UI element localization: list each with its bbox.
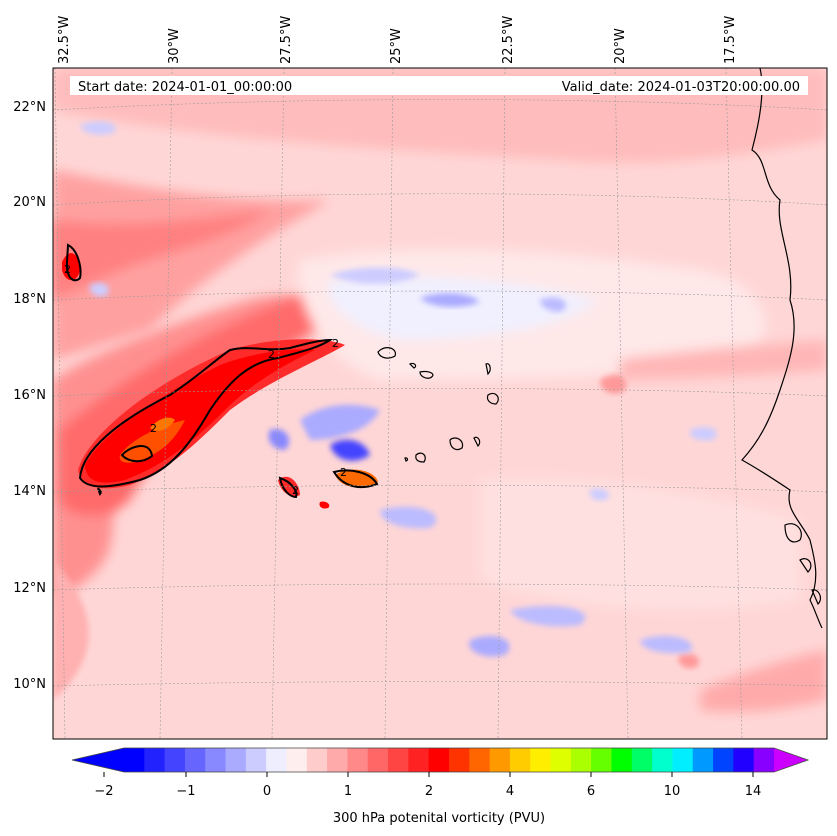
colorbar-tick-label: 0 bbox=[263, 784, 271, 799]
lon-label: 22.5°W bbox=[501, 16, 516, 64]
colorbar-segment bbox=[245, 748, 267, 772]
colorbar-tick-label: 10 bbox=[664, 784, 681, 799]
colorbar-tick-label: 2 bbox=[425, 784, 433, 799]
colorbar-segment bbox=[591, 748, 612, 772]
colorbar-segment bbox=[428, 748, 450, 772]
colorbar-segment bbox=[570, 748, 592, 772]
colorbar-segment bbox=[550, 748, 572, 772]
colorbar-segment bbox=[611, 748, 633, 772]
colorbar-segment bbox=[164, 748, 186, 772]
lat-label: 12°N bbox=[13, 581, 46, 596]
colorbar-segment bbox=[652, 748, 673, 772]
colorbar-title: 300 hPa potenital vorticity (PVU) bbox=[333, 811, 545, 826]
colorbar-segment bbox=[753, 748, 775, 772]
colorbar-outline bbox=[71, 747, 810, 773]
contour-label: 2 bbox=[332, 337, 339, 350]
colorbar-segment bbox=[347, 748, 369, 772]
lat-label: 20°N bbox=[13, 195, 46, 210]
colorbar-ticks bbox=[103, 772, 754, 777]
colorbar-tick-label: 14 bbox=[745, 784, 762, 799]
lon-label: 30°W bbox=[167, 28, 182, 64]
latitude-labels: 22°N 20°N 18°N 16°N 14°N 12°N 10°N bbox=[13, 100, 46, 692]
colorbar-segment bbox=[530, 748, 552, 772]
colorbar-under-arrow bbox=[72, 748, 124, 772]
contour-label: 2 bbox=[150, 422, 157, 435]
colorbar-segment bbox=[205, 748, 227, 772]
colorbar-segment bbox=[692, 748, 714, 772]
colorbar-segment bbox=[489, 748, 511, 772]
colorbar-segment bbox=[388, 748, 409, 772]
colorbar-segment bbox=[286, 748, 308, 772]
contour-label: 2 bbox=[268, 348, 275, 361]
lat-label: 10°N bbox=[13, 677, 46, 692]
lon-label: 17.5°W bbox=[723, 16, 738, 64]
contour-label: 2 bbox=[340, 466, 347, 479]
start-date-label: Start date: 2024-01-01_00:00:00 bbox=[78, 80, 292, 95]
colorbar-segment bbox=[469, 748, 491, 772]
colorbar-segment bbox=[631, 748, 653, 772]
colorbar-tick-label: −2 bbox=[94, 784, 113, 799]
colorbar-segment bbox=[733, 748, 755, 772]
colorbar-segment bbox=[408, 748, 430, 772]
colorbar-segment bbox=[713, 748, 734, 772]
colorbar-segments bbox=[124, 748, 775, 772]
lon-label: 27.5°W bbox=[279, 16, 294, 64]
pv-2-contours bbox=[65, 243, 379, 499]
colorbar-tick-label: 6 bbox=[587, 784, 595, 799]
longitude-labels: 32.5°W 30°W 27.5°W 25°W 22.5°W 20°W 17.5… bbox=[57, 16, 738, 64]
valid-date-label: Valid_date: 2024-01-03T20:00:00.00 bbox=[562, 80, 800, 95]
map-panel[interactable]: 2 2 2 2 2 2 bbox=[53, 68, 827, 739]
lon-label: 25°W bbox=[389, 28, 404, 64]
colorbar-segment bbox=[367, 748, 389, 772]
colorbar: −2 −1 0 1 2 4 6 10 14 300 hPa potenital … bbox=[71, 747, 810, 826]
lat-label: 18°N bbox=[13, 292, 46, 307]
gridlines bbox=[53, 68, 827, 739]
header-box bbox=[70, 76, 808, 95]
colorbar-segment bbox=[327, 748, 348, 772]
pv-field-shading bbox=[53, 68, 827, 712]
colorbar-tick-label: 4 bbox=[506, 784, 514, 799]
colorbar-segment bbox=[449, 748, 470, 772]
lat-label: 14°N bbox=[13, 484, 46, 499]
colorbar-segment bbox=[306, 748, 328, 772]
colorbar-segment bbox=[184, 748, 206, 772]
contour-label: 2 bbox=[64, 263, 71, 276]
colorbar-tick-label: −1 bbox=[176, 784, 195, 799]
colorbar-segment bbox=[225, 748, 247, 772]
colorbar-segment bbox=[672, 748, 694, 772]
colorbar-segment bbox=[509, 748, 531, 772]
contour-labels: 2 2 2 2 2 2 bbox=[64, 263, 347, 497]
cape-verde-islands bbox=[377, 347, 499, 463]
lat-label: 16°N bbox=[13, 388, 46, 403]
colorbar-tick-label: 1 bbox=[344, 784, 352, 799]
contour-label: 2 bbox=[292, 484, 299, 497]
colorbar-segment bbox=[144, 748, 166, 772]
colorbar-segment bbox=[124, 748, 145, 772]
lon-label: 20°W bbox=[613, 28, 628, 64]
map-frame bbox=[52, 67, 828, 740]
colorbar-segment bbox=[266, 748, 287, 772]
lon-label: 32.5°W bbox=[57, 16, 72, 64]
lat-label: 22°N bbox=[13, 100, 46, 115]
coastline bbox=[741, 68, 823, 629]
colorbar-over-arrow bbox=[774, 748, 808, 772]
